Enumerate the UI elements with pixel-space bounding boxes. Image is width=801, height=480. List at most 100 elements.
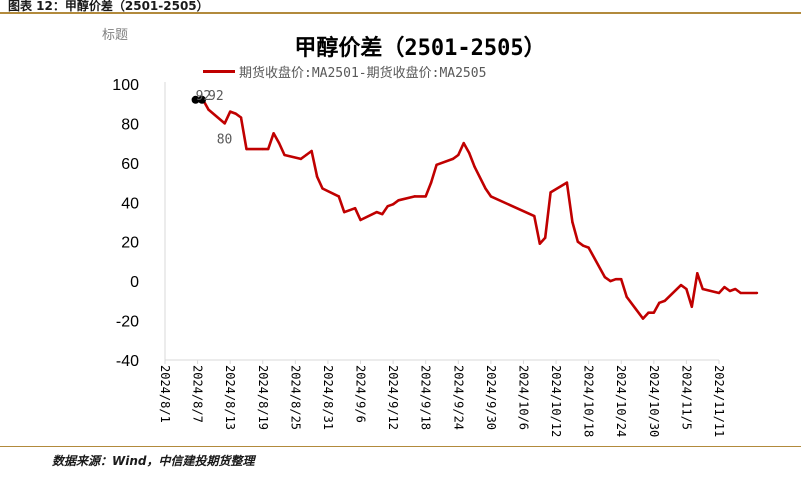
data-point <box>690 305 694 308</box>
y-tick-label: 60 <box>121 156 139 173</box>
title-placeholder: 标题 <box>102 28 129 43</box>
data-point <box>245 147 248 151</box>
data-point <box>234 112 237 115</box>
x-tick-label: 2024/10/24 <box>614 365 628 437</box>
y-tick-label: 20 <box>121 235 139 252</box>
data-point <box>701 287 704 291</box>
data-point <box>283 153 286 157</box>
data-point <box>565 181 569 184</box>
data-point <box>429 181 433 184</box>
data-point <box>386 205 389 208</box>
data-point <box>266 147 270 151</box>
data-point <box>381 212 384 216</box>
data-point <box>603 276 607 279</box>
data-point <box>614 277 618 281</box>
data-point <box>353 207 357 210</box>
data-label: 92 <box>208 89 224 104</box>
y-tick-label: 0 <box>130 274 139 291</box>
data-point <box>343 210 346 214</box>
data-point <box>413 195 417 198</box>
data-point <box>272 132 275 135</box>
highlight-marker <box>198 95 207 104</box>
data-point <box>228 110 232 113</box>
data-point <box>685 287 688 291</box>
data-point <box>728 289 732 293</box>
data-point <box>375 210 379 214</box>
data-point <box>337 195 341 198</box>
data-point <box>543 236 547 239</box>
data-point <box>658 301 661 305</box>
x-tick-label: 2024/9/24 <box>451 365 465 430</box>
x-tick-label: 2024/9/18 <box>419 365 433 430</box>
figure-caption: 图表 12：甲醇价差（2501-2505） <box>8 0 209 13</box>
top-rule <box>0 12 801 14</box>
data-point <box>435 163 438 167</box>
data-point <box>696 272 699 275</box>
data-point <box>625 295 628 299</box>
x-tick-label: 2024/9/30 <box>484 365 498 430</box>
data-point <box>679 283 683 287</box>
data-point <box>647 311 650 314</box>
y-tick-label: 40 <box>121 195 139 212</box>
series-line <box>197 98 757 320</box>
data-point <box>538 242 541 245</box>
data-label: 92 <box>196 89 212 104</box>
data-point <box>207 108 210 111</box>
data-point <box>457 153 460 157</box>
data-point <box>576 240 579 243</box>
data-point <box>571 220 574 224</box>
data-point <box>663 299 666 303</box>
bottom-rule <box>0 446 801 447</box>
data-point <box>299 157 302 161</box>
data-point <box>424 195 427 198</box>
x-tick-label: 2024/10/18 <box>582 365 596 437</box>
data-point <box>391 203 395 206</box>
data-point <box>467 151 471 155</box>
data-point <box>321 187 324 190</box>
x-tick-label: 2024/8/19 <box>256 365 270 430</box>
data-point <box>397 199 400 202</box>
data-point <box>305 153 308 157</box>
data-point <box>652 311 656 314</box>
highlight-marker <box>191 95 200 104</box>
line-chart: -40 -20 0 20 40 60 80 100 2024/8/1 2024/8/7 2024/8… <box>112 77 759 437</box>
data-point <box>223 122 226 125</box>
y-tick-label: -20 <box>116 314 139 331</box>
x-tick-label: 2024/8/7 <box>191 365 205 423</box>
data-point <box>533 214 536 218</box>
data-point <box>739 291 742 295</box>
data-point <box>239 116 243 119</box>
legend-swatch <box>203 70 235 73</box>
data-label: 80 <box>217 132 233 147</box>
data-point <box>348 208 351 212</box>
data-point <box>451 157 455 161</box>
x-tick-label: 2024/8/1 <box>158 365 172 423</box>
y-tick-label: 100 <box>112 77 139 94</box>
data-point <box>484 187 487 190</box>
source-note: 数据来源：Wind，中信建投期货整理 <box>52 454 255 468</box>
x-tick-label: 2024/10/30 <box>647 365 661 437</box>
x-tick-label: 2024/8/25 <box>288 365 302 430</box>
x-tick-label: 2024/8/31 <box>321 365 335 430</box>
data-point <box>261 147 264 151</box>
x-tick-label: 2024/8/13 <box>223 365 237 430</box>
data-point <box>620 277 623 281</box>
data-point <box>587 246 590 249</box>
data-point <box>717 291 721 295</box>
data-point <box>641 317 645 320</box>
data-point <box>734 287 737 291</box>
data-point <box>315 175 319 178</box>
x-tick-label: 2024/9/6 <box>354 365 368 423</box>
data-point <box>359 218 362 222</box>
data-point <box>755 291 759 295</box>
x-tick-label: 2024/9/12 <box>386 365 400 430</box>
x-tick-label: 2024/11/11 <box>712 365 726 437</box>
data-point <box>462 141 465 145</box>
data-point <box>489 195 493 198</box>
y-tick-label: 80 <box>121 116 139 133</box>
legend-label: 期货收盘价:MA2501-期货收盘价:MA2505 <box>239 66 487 81</box>
x-tick-label: 2024/11/5 <box>679 365 693 430</box>
data-point <box>473 165 476 168</box>
data-point <box>609 279 612 283</box>
data-point <box>310 149 313 153</box>
